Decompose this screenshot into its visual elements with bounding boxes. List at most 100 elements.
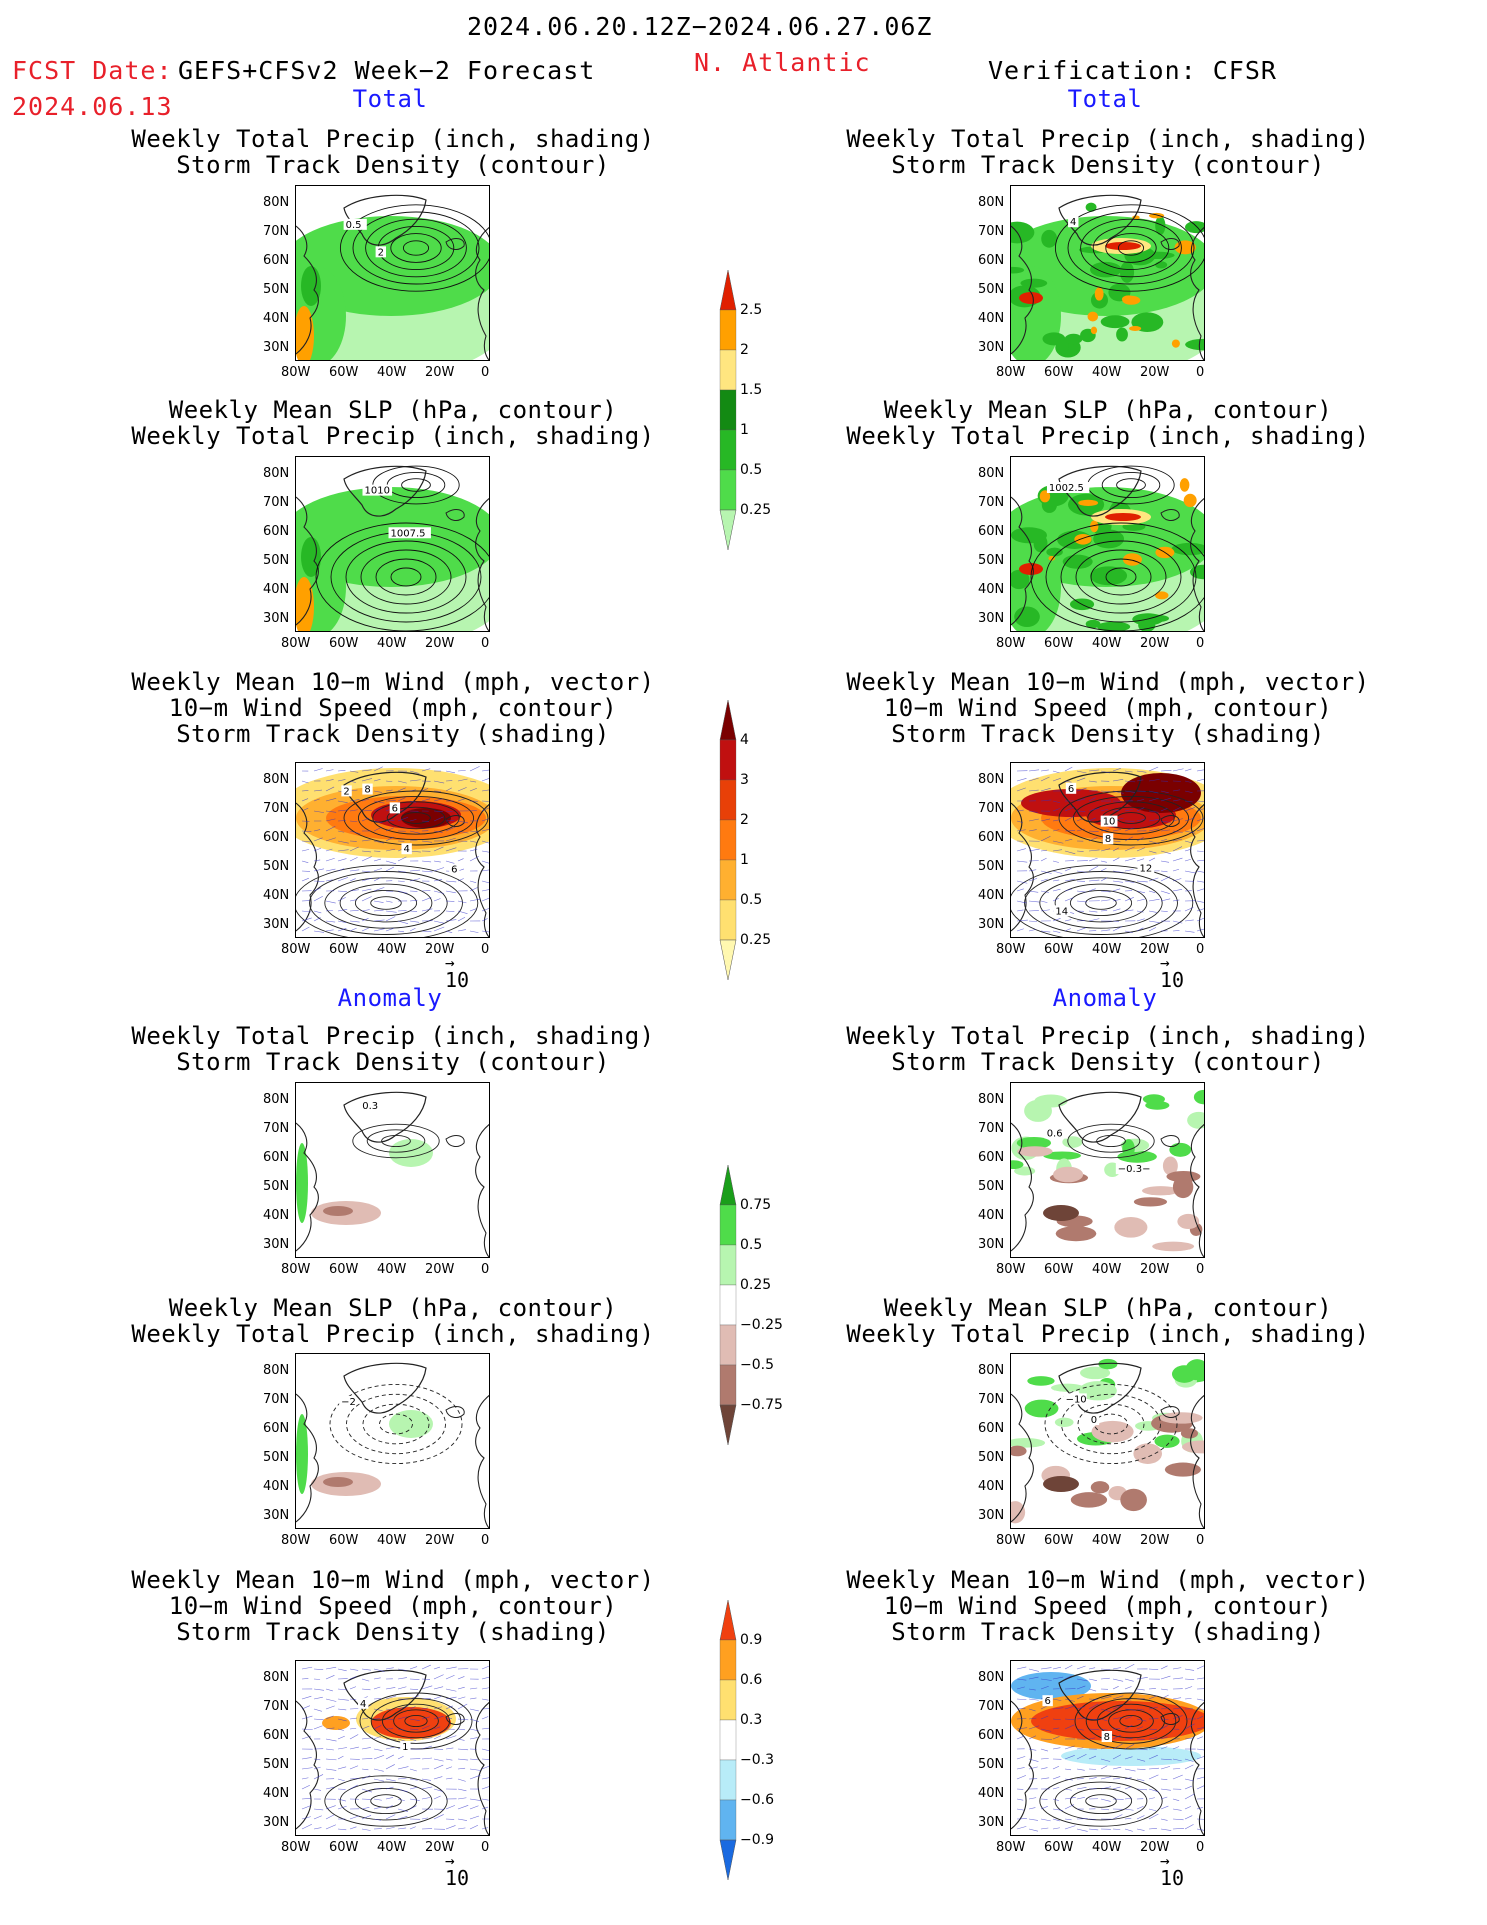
colorbar-label: 0.25 — [740, 932, 772, 948]
slp-anomaly-contour — [1061, 1393, 1161, 1455]
wind-vector — [1064, 1755, 1075, 1760]
wind-vector — [1124, 1786, 1132, 1790]
wind-vector — [457, 1686, 465, 1690]
wind-vector — [1076, 1828, 1088, 1832]
wind-vector — [445, 1825, 456, 1830]
wind-vector — [373, 1748, 383, 1751]
lat-tick-label: 70N — [978, 495, 1005, 510]
wind-vector — [409, 1805, 417, 1810]
wind-vector — [325, 1715, 334, 1720]
lon-tick-label: 0 — [481, 1533, 490, 1548]
north-america-coastline — [1011, 225, 1034, 355]
slp-contour — [1045, 531, 1197, 623]
wind-vector — [361, 817, 370, 822]
wind-vector — [1196, 917, 1204, 922]
wind-vector — [325, 818, 336, 822]
anomaly-wet — [1027, 1376, 1055, 1386]
contour-label: 8 — [362, 783, 373, 796]
vector-reference-arrow: → — [445, 953, 455, 972]
wind-vector — [313, 930, 325, 933]
wind-vector — [361, 1758, 373, 1760]
wind-vector — [397, 780, 407, 784]
wind-vector — [337, 1755, 344, 1760]
wind-vector — [457, 787, 467, 792]
anomaly-wet — [1050, 1383, 1085, 1392]
wind-vector — [385, 1764, 395, 1770]
precip-heavy — [1046, 547, 1063, 557]
colorbar-segment — [719, 1639, 737, 1681]
contour-label: −0.3− — [1115, 1163, 1152, 1175]
lat-tick-label: 70N — [978, 801, 1005, 816]
wind-vector — [1076, 900, 1088, 903]
colorbar-segment — [719, 779, 737, 821]
north-america-coastline — [296, 225, 319, 355]
lat-tick-label: 40N — [978, 1786, 1005, 1801]
wind-vector — [1016, 1678, 1027, 1681]
wind-vector — [1112, 1667, 1121, 1670]
wind-vector — [301, 1678, 309, 1680]
wind-vector — [1064, 1804, 1075, 1810]
wind-speed-contour — [1011, 864, 1194, 937]
wind-vector — [349, 1698, 357, 1700]
wind-vector — [1052, 1736, 1060, 1740]
wind-vector — [1040, 1685, 1049, 1690]
europe-africa-coastline — [475, 227, 489, 360]
storm-track-contour — [1080, 218, 1182, 278]
precip-heavy — [1119, 261, 1135, 283]
wind-vector — [481, 1786, 489, 1790]
wind-vector — [1124, 897, 1134, 902]
wind-vector — [373, 779, 381, 782]
wind-vector — [1064, 897, 1074, 902]
lat-tick-label: 70N — [263, 1121, 290, 1136]
precip-heavy — [1155, 215, 1166, 236]
wind-vector — [445, 1747, 454, 1750]
wind-vector — [301, 798, 309, 802]
contour-label: 14 — [1053, 905, 1071, 917]
wind-vector — [409, 878, 421, 882]
wind-vector — [1064, 928, 1071, 932]
contour-label: 4 — [358, 1697, 369, 1710]
lon-tick-label: 40W — [377, 1262, 407, 1277]
lon-tick-label: 80W — [996, 942, 1026, 957]
wind-vector — [433, 926, 445, 932]
title-fc-total-slp: Weekly Mean SLP (hPa, contour) Weekly Tot… — [131, 396, 655, 450]
wind-vector — [421, 890, 431, 892]
wind-vector — [1076, 927, 1086, 932]
wind-vector — [337, 1828, 347, 1831]
wind-vector — [1196, 1665, 1204, 1670]
precip-heavy — [1041, 229, 1058, 248]
wind-vector — [1028, 810, 1038, 813]
wind-vector — [337, 920, 347, 923]
wind-vector — [1124, 808, 1134, 812]
colorbar-label: 0.75 — [740, 1197, 772, 1213]
wind-vector — [469, 810, 477, 812]
wind-vector — [445, 1766, 453, 1770]
wind-vector — [1136, 858, 1145, 862]
wind-vector — [1028, 910, 1039, 912]
colorbar-track-total — [719, 700, 737, 981]
anomaly-wet — [1098, 1358, 1118, 1370]
wind-speed-contour — [1058, 790, 1204, 846]
wind-speed-contour — [401, 812, 431, 824]
wind-vector — [1112, 778, 1124, 782]
iceland-coastline — [1160, 815, 1180, 827]
vector-reference-value: 10 — [1160, 1866, 1185, 1890]
wind-vector — [409, 1688, 419, 1690]
wind-vector — [1016, 1698, 1027, 1701]
anomaly-dry — [1181, 1440, 1204, 1454]
colorbar-precip-total — [719, 270, 737, 551]
lat-tick-label: 60N — [263, 253, 290, 268]
iceland-coastline — [445, 509, 465, 521]
wind-speed-contour — [1039, 877, 1163, 929]
wind-vector — [481, 1727, 489, 1730]
wind-vector — [397, 1827, 407, 1830]
wind-vector — [1172, 799, 1181, 802]
wind-vector — [1184, 1698, 1192, 1700]
lon-tick-label: 60W — [1044, 942, 1074, 957]
wind-vector — [457, 778, 468, 782]
anomaly-dry — [1011, 1445, 1027, 1457]
wind-vector — [397, 1777, 407, 1780]
wind-vector — [385, 927, 394, 932]
wind-vector — [1124, 846, 1135, 852]
wind-vector — [373, 790, 382, 793]
